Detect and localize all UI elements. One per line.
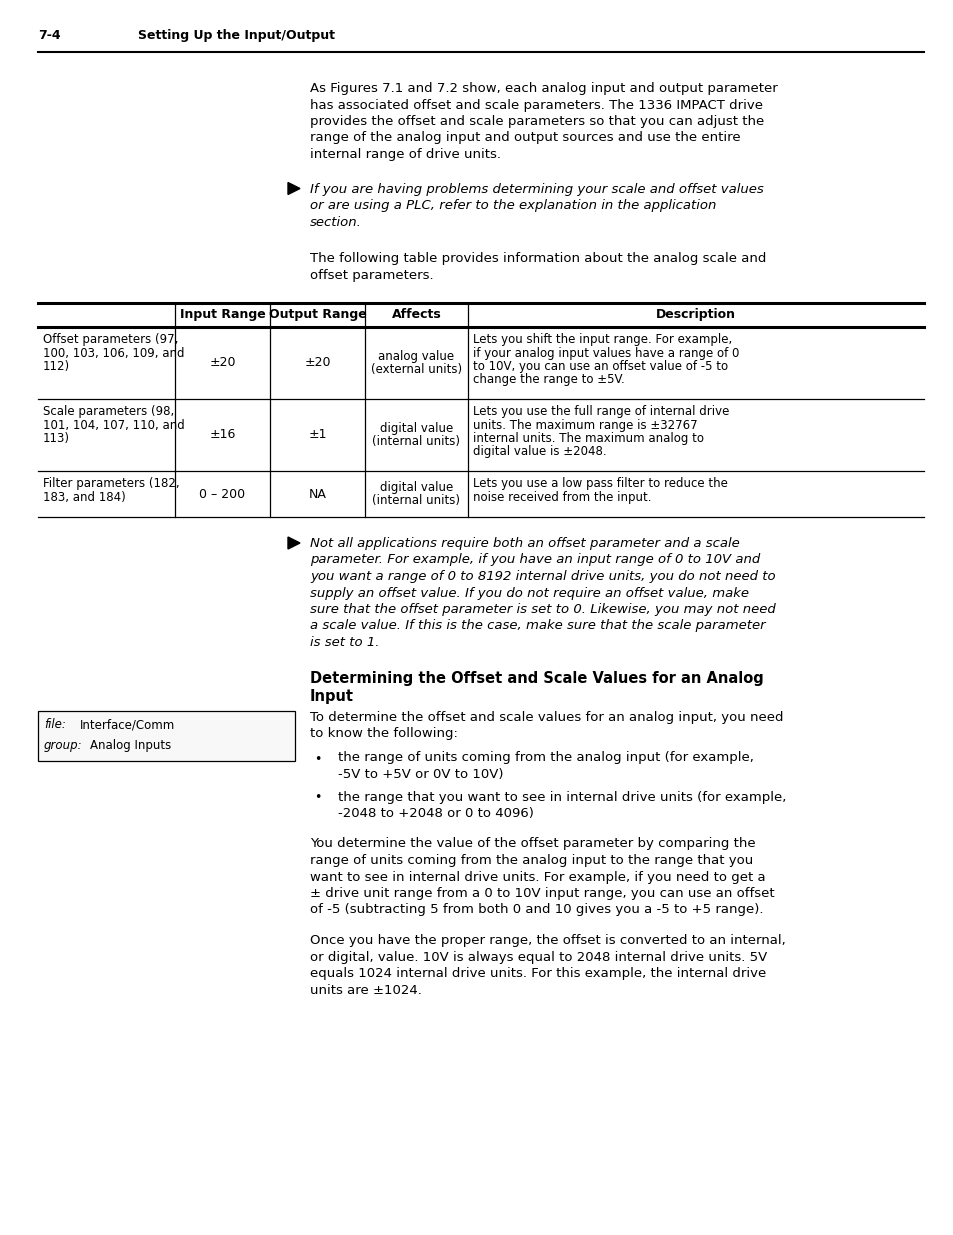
Text: units are ±1024.: units are ±1024. <box>310 983 421 997</box>
Text: 0 – 200: 0 – 200 <box>199 488 245 500</box>
Text: internal units. The maximum analog to: internal units. The maximum analog to <box>473 432 703 445</box>
Text: if your analog input values have a range of 0: if your analog input values have a range… <box>473 347 739 359</box>
Text: you want a range of 0 to 8192 internal drive units, you do not need to: you want a range of 0 to 8192 internal d… <box>310 571 775 583</box>
Text: to know the following:: to know the following: <box>310 727 457 740</box>
Text: Interface/Comm: Interface/Comm <box>80 719 175 731</box>
Text: section.: section. <box>310 215 361 228</box>
Text: has associated offset and scale parameters. The 1336 IMPACT drive: has associated offset and scale paramete… <box>310 99 762 111</box>
Text: analog value: analog value <box>378 350 454 363</box>
Text: ±20: ±20 <box>209 357 235 369</box>
Text: equals 1024 internal drive units. For this example, the internal drive: equals 1024 internal drive units. For th… <box>310 967 765 981</box>
Text: range of units coming from the analog input to the range that you: range of units coming from the analog in… <box>310 853 753 867</box>
Text: group:: group: <box>44 739 83 752</box>
Text: 113): 113) <box>43 432 70 445</box>
Text: (internal units): (internal units) <box>372 494 460 508</box>
Text: (external units): (external units) <box>371 363 461 377</box>
Text: or digital, value. 10V is always equal to 2048 internal drive units. 5V: or digital, value. 10V is always equal t… <box>310 951 766 963</box>
Text: (internal units): (internal units) <box>372 435 460 448</box>
Text: Input: Input <box>310 688 354 704</box>
Text: Affects: Affects <box>392 308 441 321</box>
Text: noise received from the input.: noise received from the input. <box>473 490 651 504</box>
Text: Scale parameters (98,: Scale parameters (98, <box>43 405 174 417</box>
Text: 112): 112) <box>43 359 71 373</box>
Bar <box>38 710 294 761</box>
Text: ±20: ±20 <box>304 357 331 369</box>
Text: parameter. For example, if you have an input range of 0 to 10V and: parameter. For example, if you have an i… <box>310 553 760 567</box>
Text: or are using a PLC, refer to the explanation in the application: or are using a PLC, refer to the explana… <box>310 199 716 212</box>
Text: digital value: digital value <box>379 421 453 435</box>
Text: the range that you want to see in internal drive units (for example,: the range that you want to see in intern… <box>337 790 785 804</box>
Text: -5V to +5V or 0V to 10V): -5V to +5V or 0V to 10V) <box>337 768 503 781</box>
Text: range of the analog input and output sources and use the entire: range of the analog input and output sou… <box>310 131 740 144</box>
Text: 101, 104, 107, 110, and: 101, 104, 107, 110, and <box>43 419 185 431</box>
Text: units. The maximum range is ±32767: units. The maximum range is ±32767 <box>473 419 697 431</box>
Text: 7-4: 7-4 <box>38 28 61 42</box>
Polygon shape <box>288 537 299 550</box>
Text: Not all applications require both an offset parameter and a scale: Not all applications require both an off… <box>310 537 739 550</box>
Polygon shape <box>288 183 299 194</box>
Text: a scale value. If this is the case, make sure that the scale parameter: a scale value. If this is the case, make… <box>310 620 765 632</box>
Text: of -5 (subtracting 5 from both 0 and 10 gives you a -5 to +5 range).: of -5 (subtracting 5 from both 0 and 10 … <box>310 904 762 916</box>
Text: want to see in internal drive units. For example, if you need to get a: want to see in internal drive units. For… <box>310 871 765 883</box>
Text: As Figures 7.1 and 7.2 show, each analog input and output parameter: As Figures 7.1 and 7.2 show, each analog… <box>310 82 777 95</box>
Text: Offset parameters (97,: Offset parameters (97, <box>43 333 178 346</box>
Text: If you are having problems determining your scale and offset values: If you are having problems determining y… <box>310 183 763 195</box>
Text: Analog Inputs: Analog Inputs <box>90 739 172 752</box>
Text: Lets you use the full range of internal drive: Lets you use the full range of internal … <box>473 405 729 417</box>
Text: The following table provides information about the analog scale and: The following table provides information… <box>310 252 765 266</box>
Text: You determine the value of the offset parameter by comparing the: You determine the value of the offset pa… <box>310 837 755 851</box>
Text: Determining the Offset and Scale Values for an Analog: Determining the Offset and Scale Values … <box>310 671 763 685</box>
Text: •: • <box>314 752 321 766</box>
Text: internal range of drive units.: internal range of drive units. <box>310 148 500 161</box>
Text: file:: file: <box>44 719 66 731</box>
Text: digital value is ±2048.: digital value is ±2048. <box>473 446 606 458</box>
Text: Setting Up the Input/Output: Setting Up the Input/Output <box>138 28 335 42</box>
Text: ±16: ±16 <box>209 429 235 441</box>
Text: •: • <box>314 792 321 804</box>
Text: to 10V, you can use an offset value of -5 to: to 10V, you can use an offset value of -… <box>473 359 727 373</box>
Text: Lets you use a low pass filter to reduce the: Lets you use a low pass filter to reduce… <box>473 477 727 490</box>
Text: 183, and 184): 183, and 184) <box>43 490 126 504</box>
Text: supply an offset value. If you do not require an offset value, make: supply an offset value. If you do not re… <box>310 587 748 599</box>
Text: offset parameters.: offset parameters. <box>310 268 434 282</box>
Text: ±1: ±1 <box>308 429 327 441</box>
Text: provides the offset and scale parameters so that you can adjust the: provides the offset and scale parameters… <box>310 115 763 128</box>
Text: is set to 1.: is set to 1. <box>310 636 379 650</box>
Text: 100, 103, 106, 109, and: 100, 103, 106, 109, and <box>43 347 184 359</box>
Text: sure that the offset parameter is set to 0. Likewise, you may not need: sure that the offset parameter is set to… <box>310 603 775 616</box>
Text: To determine the offset and scale values for an analog input, you need: To determine the offset and scale values… <box>310 710 782 724</box>
Text: the range of units coming from the analog input (for example,: the range of units coming from the analo… <box>337 752 753 764</box>
Text: Once you have the proper range, the offset is converted to an internal,: Once you have the proper range, the offs… <box>310 934 785 947</box>
Text: ± drive unit range from a 0 to 10V input range, you can use an offset: ± drive unit range from a 0 to 10V input… <box>310 887 774 900</box>
Text: NA: NA <box>308 488 326 500</box>
Text: Output Range: Output Range <box>269 308 366 321</box>
Text: Input Range: Input Range <box>179 308 265 321</box>
Text: Description: Description <box>656 308 735 321</box>
Text: change the range to ±5V.: change the range to ±5V. <box>473 373 624 387</box>
Text: Lets you shift the input range. For example,: Lets you shift the input range. For exam… <box>473 333 732 346</box>
Text: digital value: digital value <box>379 480 453 494</box>
Text: -2048 to +2048 or 0 to 4096): -2048 to +2048 or 0 to 4096) <box>337 806 534 820</box>
Text: Filter parameters (182,: Filter parameters (182, <box>43 477 179 490</box>
